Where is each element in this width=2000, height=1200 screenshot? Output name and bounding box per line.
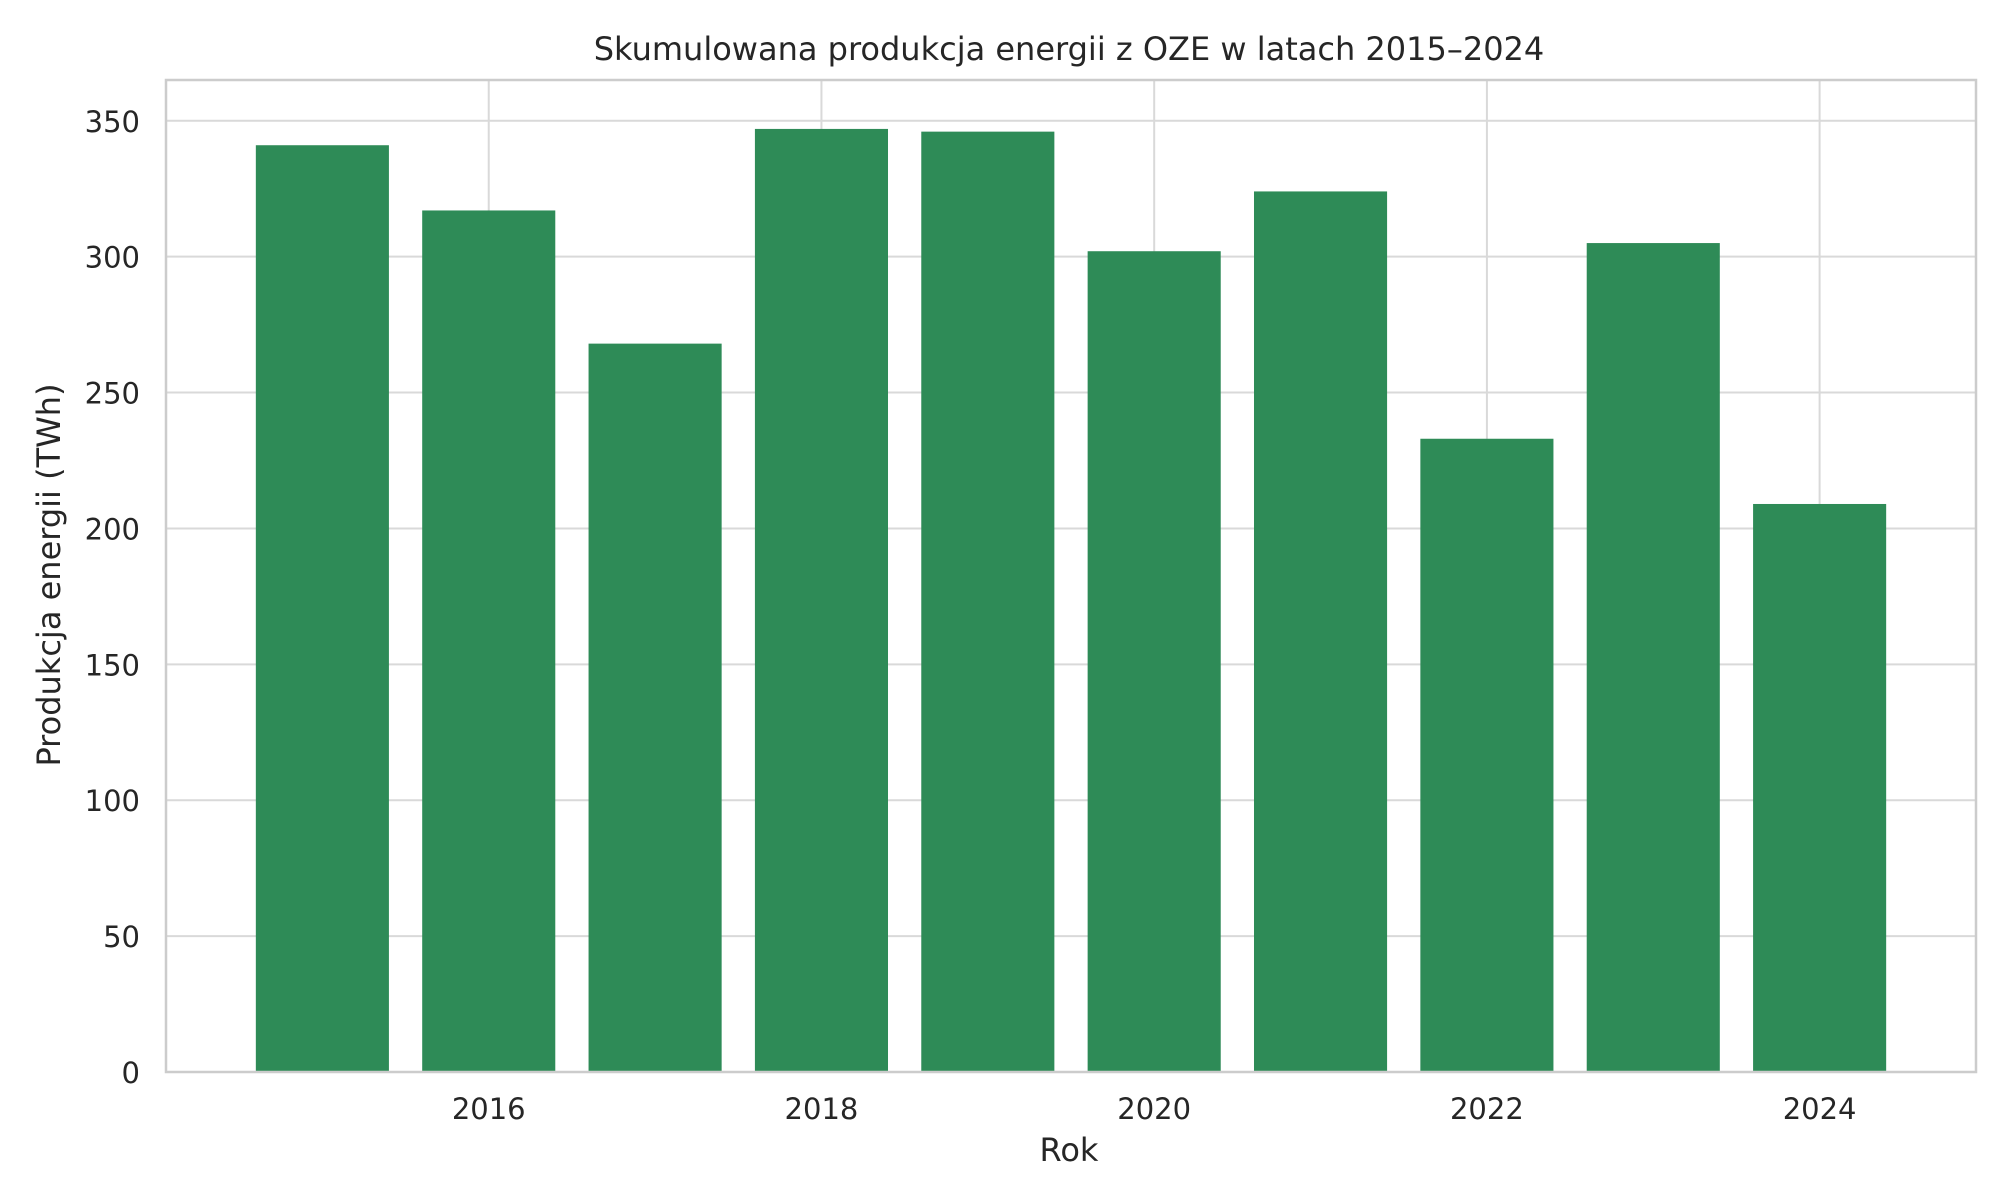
x-tick-label: 2018: [785, 1092, 859, 1126]
y-tick-label: 0: [122, 1056, 140, 1090]
y-tick-label: 50: [103, 920, 140, 954]
y-axis-label: Produkcja energii (TWh): [30, 383, 68, 766]
chart-title: Skumulowana produkcja energii z OZE w la…: [594, 30, 1545, 68]
bar-2023: [1586, 243, 1720, 1073]
y-tick-label: 350: [85, 105, 140, 139]
x-tick-label: 2020: [1117, 1092, 1191, 1126]
y-tick-label: 150: [85, 648, 140, 682]
bar-2022: [1420, 438, 1554, 1072]
bar-2016: [422, 210, 556, 1073]
tick-labels: 0 50 100 150 200 250 300 350 2016 2018 2020 2022 202…: [85, 105, 1857, 1126]
bar-2015: [255, 145, 389, 1072]
bar-2017: [588, 343, 722, 1072]
x-tick-label: 2024: [1783, 1092, 1857, 1126]
bar-2024: [1753, 503, 1887, 1072]
bar-2019: [921, 131, 1055, 1072]
plot-frame: [164, 78, 1978, 1074]
bar-2021: [1253, 191, 1388, 1073]
bar-2020: [1087, 251, 1221, 1072]
y-tick-label: 250: [85, 377, 140, 411]
y-tick-label: 300: [85, 241, 140, 275]
x-tick-label: 2022: [1450, 1092, 1524, 1126]
bars: [255, 128, 1887, 1073]
x-tick-label: 2016: [452, 1092, 526, 1126]
y-tick-label: 100: [85, 784, 140, 818]
y-tick-label: 200: [85, 512, 140, 546]
bar-2018: [754, 128, 889, 1073]
x-axis-label: Rok: [1040, 1131, 1099, 1169]
